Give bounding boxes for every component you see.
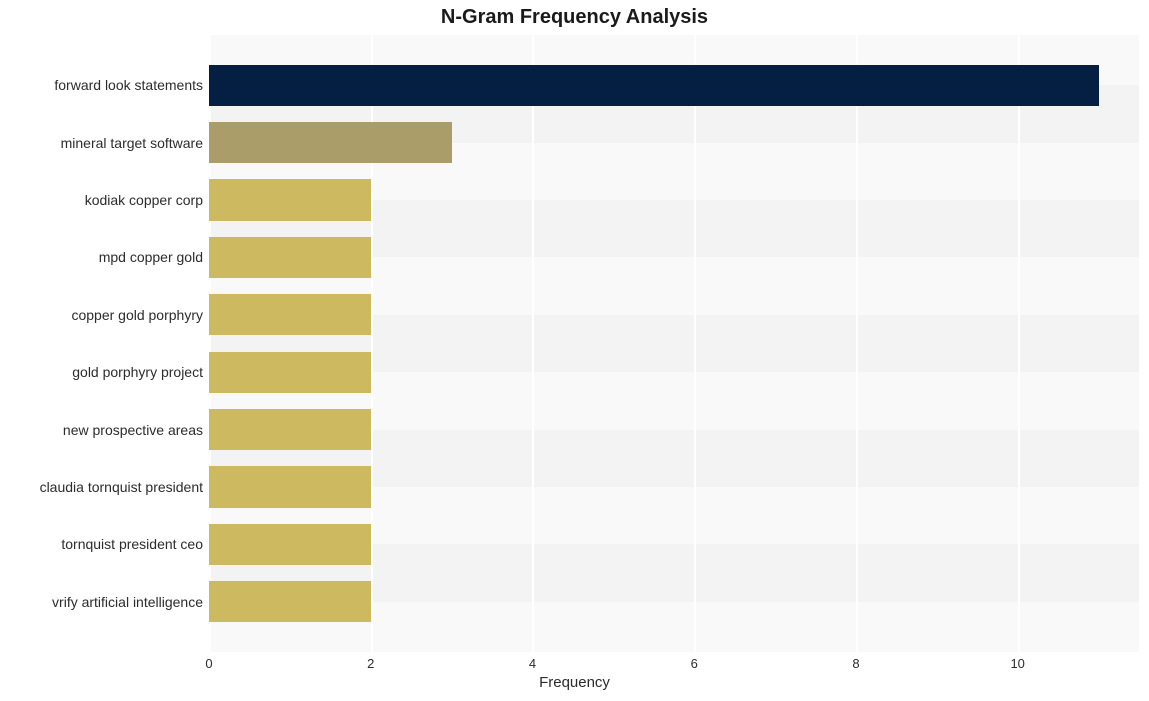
y-tick-label: kodiak copper corp — [85, 192, 203, 208]
bar — [209, 65, 1099, 106]
y-tick-label: vrify artificial intelligence — [52, 594, 203, 610]
x-tick-label: 0 — [205, 656, 212, 671]
bar — [209, 237, 371, 278]
chart-title: N-Gram Frequency Analysis — [0, 6, 1149, 29]
y-tick-label: claudia tornquist president — [40, 479, 203, 495]
grid-line — [532, 35, 534, 652]
x-tick-label: 4 — [529, 656, 536, 671]
y-tick-label: tornquist president ceo — [61, 536, 203, 552]
y-tick-label: mpd copper gold — [99, 249, 203, 265]
bar — [209, 409, 371, 450]
y-tick-label: mineral target software — [61, 135, 203, 151]
y-tick-label: new prospective areas — [63, 422, 203, 438]
plot-area — [209, 35, 1139, 652]
grid-line — [694, 35, 696, 652]
bar — [209, 466, 371, 507]
bar — [209, 179, 371, 220]
x-tick-label: 6 — [691, 656, 698, 671]
ngram-frequency-chart: N-Gram Frequency Analysis Frequency forw… — [0, 0, 1149, 701]
bar — [209, 581, 371, 622]
x-axis-label: Frequency — [0, 674, 1149, 691]
y-tick-label: gold porphyry project — [72, 364, 203, 380]
grid-line — [856, 35, 858, 652]
y-tick-label: forward look statements — [54, 77, 203, 93]
bar — [209, 352, 371, 393]
bar — [209, 122, 452, 163]
grid-line — [1018, 35, 1020, 652]
x-tick-label: 10 — [1010, 656, 1024, 671]
bar — [209, 524, 371, 565]
x-tick-label: 2 — [367, 656, 374, 671]
x-tick-label: 8 — [852, 656, 859, 671]
bar — [209, 294, 371, 335]
y-tick-label: copper gold porphyry — [71, 307, 203, 323]
